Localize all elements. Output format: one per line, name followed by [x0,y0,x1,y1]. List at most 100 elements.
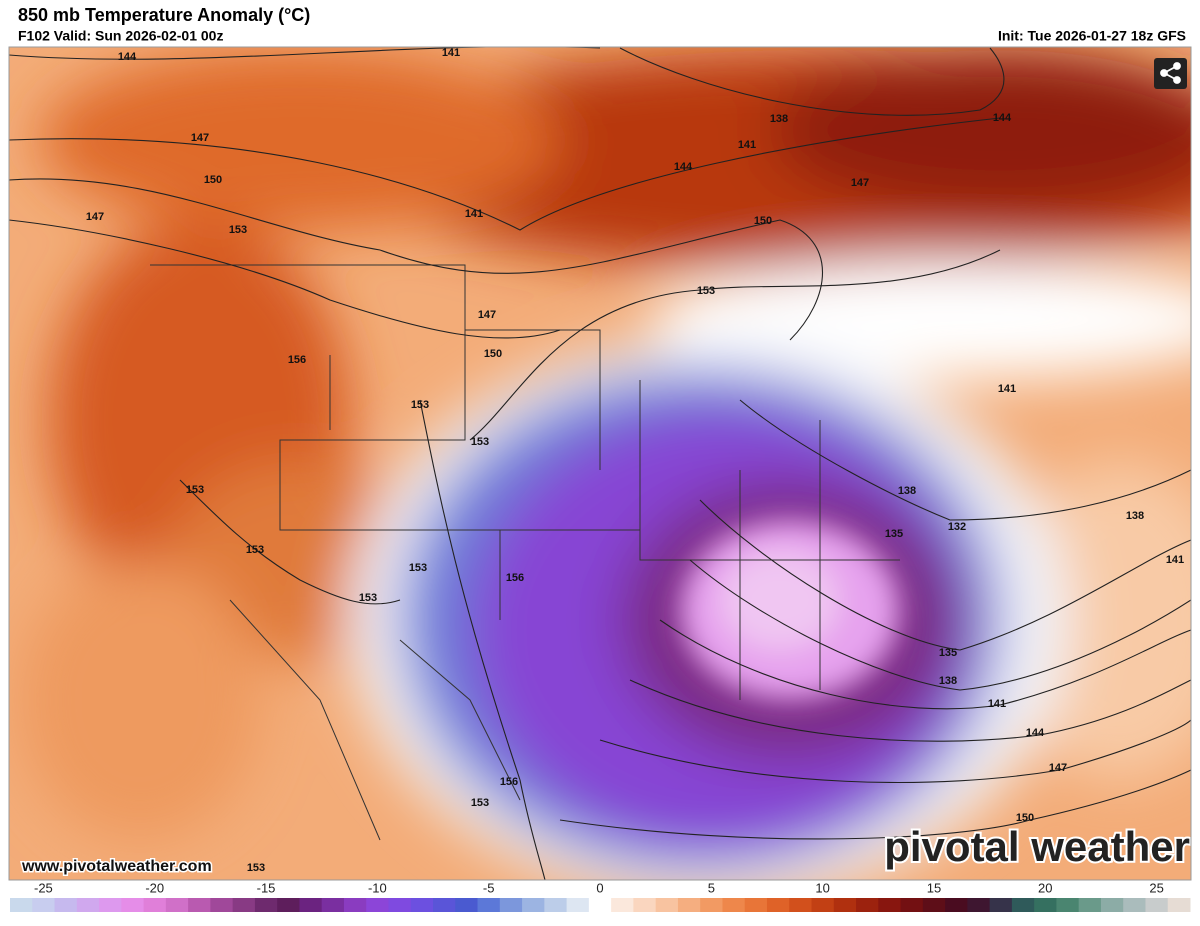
colorbar-swatch [522,898,545,912]
contour-label: 144 [1026,727,1045,739]
contour-label: 138 [939,675,957,687]
colorbar-tick-label: -5 [483,880,495,895]
init-time: Init: Tue 2026-01-27 18z GFS [998,28,1186,44]
colorbar-swatch [789,898,813,912]
colorbar-swatch [76,898,100,912]
colorbar-swatch [499,898,523,912]
colorbar-swatch [744,898,768,912]
contour-label: 153 [247,862,265,874]
contour-label: 141 [738,139,756,151]
contour-label: 147 [86,211,104,223]
share-icon [1160,62,1181,84]
colorbar-swatch [1011,898,1035,912]
contour-label: 153 [246,544,264,556]
colorbar-swatch [455,898,479,912]
colorbar-swatch [989,898,1013,912]
contour-label: 150 [754,215,772,227]
contour-label: 135 [885,528,903,540]
contour-label: 135 [939,647,957,659]
contour-label: 141 [998,383,1016,395]
colorbar-swatch [566,898,590,912]
colorbar-swatch [967,898,991,912]
colorbar-swatch [1167,898,1191,912]
title: 850 mb Temperature Anomaly (°C) [18,5,310,25]
colorbar-swatch [143,898,167,912]
colorbar-swatch [54,898,78,912]
contour-label: 138 [1126,510,1144,522]
colorbar-tick-label: 0 [596,880,603,895]
contour-label: 141 [465,208,483,220]
colorbar-swatch [99,898,122,912]
colorbar-tick-label: 5 [708,880,715,895]
colorbar-swatch [1145,898,1169,912]
contour-label: 153 [359,592,377,604]
colorbar-swatch [700,898,723,912]
contour-label: 153 [229,224,247,236]
site-url: www.pivotalweather.com [21,858,212,875]
colorbar-swatch [299,898,323,912]
colorbar-swatch [1034,898,1057,912]
colorbar-swatch [856,898,879,912]
colorbar-swatch [833,898,857,912]
contour-label: 144 [993,112,1012,124]
contour-label: 141 [1166,554,1184,566]
logo: pivotal weather [884,823,1190,870]
colorbar-tick-label: -25 [34,880,53,895]
colorbar-swatch [922,898,946,912]
colorbar-tick-label: 25 [1149,880,1163,895]
colorbar-tick-label: -10 [368,880,387,895]
contour-label: 141 [988,698,1006,710]
contour-label: 150 [204,174,222,186]
colorbar-swatch [321,898,345,912]
contour-label: 147 [191,132,209,144]
colorbar-tick-label: 15 [927,880,941,895]
colorbar-swatch [343,898,367,912]
contour-label: 147 [478,309,496,321]
colorbar-swatch [945,898,968,912]
colorbar-swatch [878,898,902,912]
colorbar-swatch [900,898,924,912]
colorbar-swatch [32,898,56,912]
colorbar-swatch [633,898,657,912]
colorbar-swatch [611,898,634,912]
colorbar-swatch [588,898,612,912]
contour-label: 153 [411,399,429,411]
contour-label: 138 [770,113,788,125]
colorbar-swatch [277,898,300,912]
colorbar-tick-label: 20 [1038,880,1052,895]
colorbar-swatch [388,898,412,912]
colorbar-swatch [544,898,568,912]
colorbar-swatch [1056,898,1080,912]
colorbar-swatch [210,898,234,912]
contour-label: 153 [409,562,427,574]
contour-label: 150 [1016,812,1034,824]
contour-label: 147 [1049,762,1067,774]
colorbar-swatch [165,898,189,912]
colorbar: -25 -20 -15 -10 -5 0 5 10 15 20 25 [10,880,1191,912]
contour-label: 144 [118,51,137,63]
colorbar-swatch [655,898,679,912]
colorbar-swatch [766,898,790,912]
colorbar-tick-label: -20 [145,880,164,895]
colorbar-tick-label: 10 [815,880,829,895]
colorbar-swatch [811,898,835,912]
contour-label: 153 [186,484,204,496]
contour-label: 156 [288,354,306,366]
share-button[interactable] [1154,58,1187,89]
contour-label: 156 [500,776,518,788]
colorbar-tick-label: -15 [257,880,276,895]
contour-label: 147 [851,177,869,189]
contour-label: 153 [471,797,489,809]
colorbar-swatch [722,898,746,912]
contour-label: 153 [697,285,715,297]
contour-label: 156 [506,572,524,584]
map: 144 141 147 150 147 153 141 138 141 144 147 144 150 1… [9,47,1191,880]
contour-label: 144 [674,161,693,173]
valid-time: F102 Valid: Sun 2026-02-01 00z [18,28,223,44]
colorbar-swatch [366,898,389,912]
colorbar-swatch [410,898,434,912]
contour-label: 141 [442,47,460,59]
colorbar-swatch [10,898,33,912]
contour-label: 132 [948,521,966,533]
